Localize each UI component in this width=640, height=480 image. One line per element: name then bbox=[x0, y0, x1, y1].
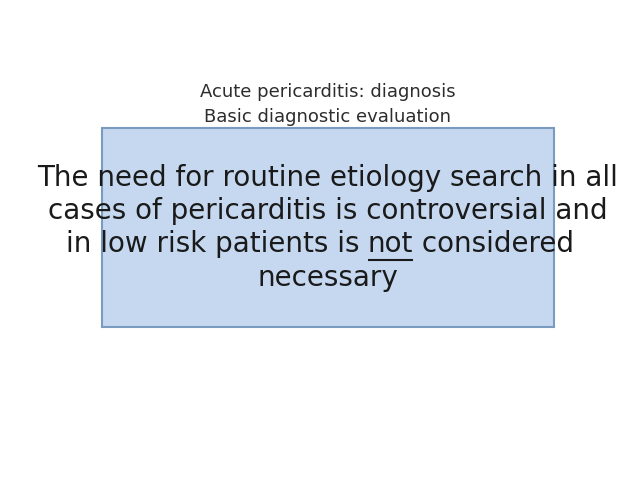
Text: in low risk patients is: in low risk patients is bbox=[66, 230, 368, 258]
Text: necessary: necessary bbox=[258, 264, 398, 291]
Text: Acute pericarditis: diagnosis
Basic diagnostic evaluation: Acute pericarditis: diagnosis Basic diag… bbox=[200, 84, 456, 126]
Text: not: not bbox=[368, 230, 413, 258]
Text: cases of pericarditis is controversial and: cases of pericarditis is controversial a… bbox=[48, 197, 608, 225]
Text: considered: considered bbox=[413, 230, 574, 258]
Text: The need for routine etiology search in all: The need for routine etiology search in … bbox=[38, 164, 618, 192]
FancyBboxPatch shape bbox=[102, 128, 554, 327]
